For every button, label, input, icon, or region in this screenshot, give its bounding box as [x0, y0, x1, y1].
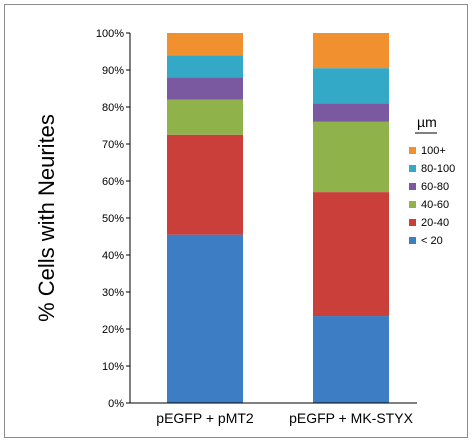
legend-swatch	[409, 219, 416, 226]
bar-segment	[167, 134, 243, 235]
y-tick-label: 30%	[102, 287, 124, 299]
legend-label: 60-80	[421, 181, 449, 193]
y-tick-label: 20%	[102, 324, 124, 336]
legend-items: 100+ 80-100 60-80 40-60 20-40 < 20	[409, 145, 455, 247]
x-category-label: pEGFP + pMT2	[156, 410, 254, 426]
y-tick-label: 60%	[102, 176, 124, 188]
legend-label: 40-60	[421, 199, 449, 211]
y-tick-label: 40%	[102, 250, 124, 262]
legend-label: < 20	[421, 235, 443, 247]
bar-segment	[167, 234, 243, 403]
y-tick-label: 100%	[96, 28, 124, 40]
y-tick-label: 80%	[102, 102, 124, 114]
y-axis-label: % Cells with Neurites	[34, 114, 59, 322]
y-tick-label: 90%	[102, 65, 124, 77]
bar-segment	[167, 55, 243, 78]
x-category-labels: pEGFP + pMT2 pEGFP + MK-STYX	[156, 410, 413, 426]
legend-swatch	[409, 183, 416, 190]
bar-segment	[313, 33, 389, 69]
bar-segment	[313, 103, 389, 122]
legend-swatch	[409, 165, 416, 172]
legend-label: 20-40	[421, 217, 449, 229]
bar-segment	[167, 77, 243, 100]
chart-frame: 0% 10% 20% 30% 40% 50% 60% 70% 80% 90% 100% pEGFP …	[4, 4, 468, 438]
legend-label: 100+	[421, 145, 446, 157]
legend: µm 100+ 80-100 60-80 40-60 20-40 < 20	[409, 114, 455, 247]
legend-label: 80-100	[421, 163, 455, 175]
bars-layer	[167, 33, 389, 403]
bar-segment	[167, 33, 243, 56]
y-tick-label: 50%	[102, 213, 124, 225]
bar-segment	[313, 68, 389, 104]
stacked-bar-chart: 0% 10% 20% 30% 40% 50% 60% 70% 80% 90% 100% pEGFP …	[34, 28, 455, 426]
y-tick-label: 10%	[102, 361, 124, 373]
x-category-label: pEGFP + MK-STYX	[289, 410, 413, 426]
legend-title: µm	[417, 114, 437, 130]
legend-swatch	[409, 237, 416, 244]
y-tick-label: 0%	[108, 398, 124, 410]
legend-swatch	[409, 201, 416, 208]
bar-segment	[167, 99, 243, 135]
y-tick-label: 70%	[102, 139, 124, 151]
legend-swatch	[409, 147, 416, 154]
bar-segment	[313, 121, 389, 193]
bar-segment	[313, 316, 389, 403]
bar-segment	[313, 192, 389, 317]
y-ticks: 0% 10% 20% 30% 40% 50% 60% 70% 80% 90% 100%	[96, 28, 130, 410]
